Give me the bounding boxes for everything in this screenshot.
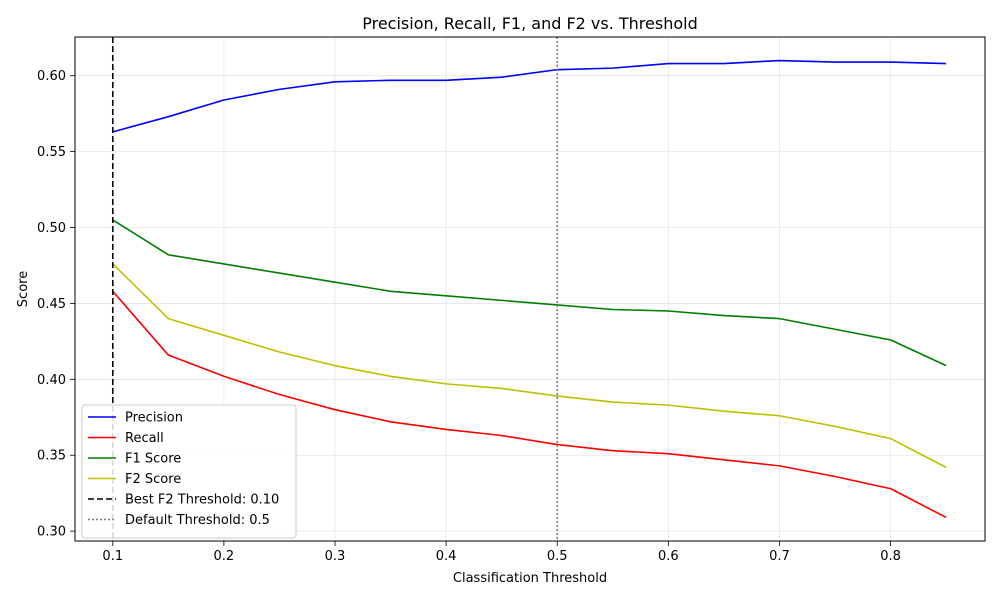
series-line-precision bbox=[112, 59, 947, 133]
y-tick-label: 0.40 bbox=[37, 373, 66, 388]
series-line-f2-score bbox=[112, 263, 947, 469]
chart-title: Precision, Recall, F1, and F2 vs. Thresh… bbox=[362, 14, 698, 33]
legend-label: Precision bbox=[125, 411, 183, 426]
x-tick-label: 0.7 bbox=[769, 549, 790, 564]
y-tick-label: 0.30 bbox=[37, 525, 66, 540]
legend-label: Default Threshold: 0.5 bbox=[125, 513, 270, 528]
legend-label: Best F2 Threshold: 0.10 bbox=[125, 493, 279, 508]
y-tick-label: 0.60 bbox=[37, 69, 66, 84]
x-tick-label: 0.3 bbox=[325, 549, 346, 564]
grid bbox=[75, 37, 985, 541]
legend-box bbox=[81, 404, 297, 539]
series-lines bbox=[112, 59, 947, 519]
series-line-recall bbox=[112, 290, 947, 519]
x-tick-label: 0.4 bbox=[436, 549, 457, 564]
y-tick-label: 0.55 bbox=[37, 145, 66, 160]
series-line-f1-score bbox=[112, 219, 947, 367]
y-axis-ticks: 0.30 0.35 0.40 0.45 0.50 0.55 0.60 bbox=[37, 69, 75, 540]
plot-frame bbox=[74, 36, 986, 542]
legend-label: F1 Score bbox=[125, 452, 181, 467]
legend-label: F2 Score bbox=[125, 472, 181, 487]
legend: Precision Recall F1 Score F2 Score Best F2 T… bbox=[81, 404, 297, 539]
x-tick-label: 0.5 bbox=[547, 549, 568, 564]
legend-label: Recall bbox=[125, 431, 164, 446]
y-tick-label: 0.45 bbox=[37, 297, 66, 312]
x-tick-label: 0.1 bbox=[102, 549, 123, 564]
x-tick-label: 0.2 bbox=[214, 549, 235, 564]
x-tick-label: 0.6 bbox=[658, 549, 679, 564]
x-axis-ticks: 0.1 0.2 0.3 0.4 0.5 0.6 0.7 0.8 bbox=[102, 541, 901, 564]
x-tick-label: 0.8 bbox=[880, 549, 901, 564]
y-axis-title: Score bbox=[16, 271, 31, 307]
y-tick-label: 0.35 bbox=[37, 449, 66, 464]
x-axis-title: Classification Threshold bbox=[453, 571, 607, 586]
y-tick-label: 0.50 bbox=[37, 221, 66, 236]
